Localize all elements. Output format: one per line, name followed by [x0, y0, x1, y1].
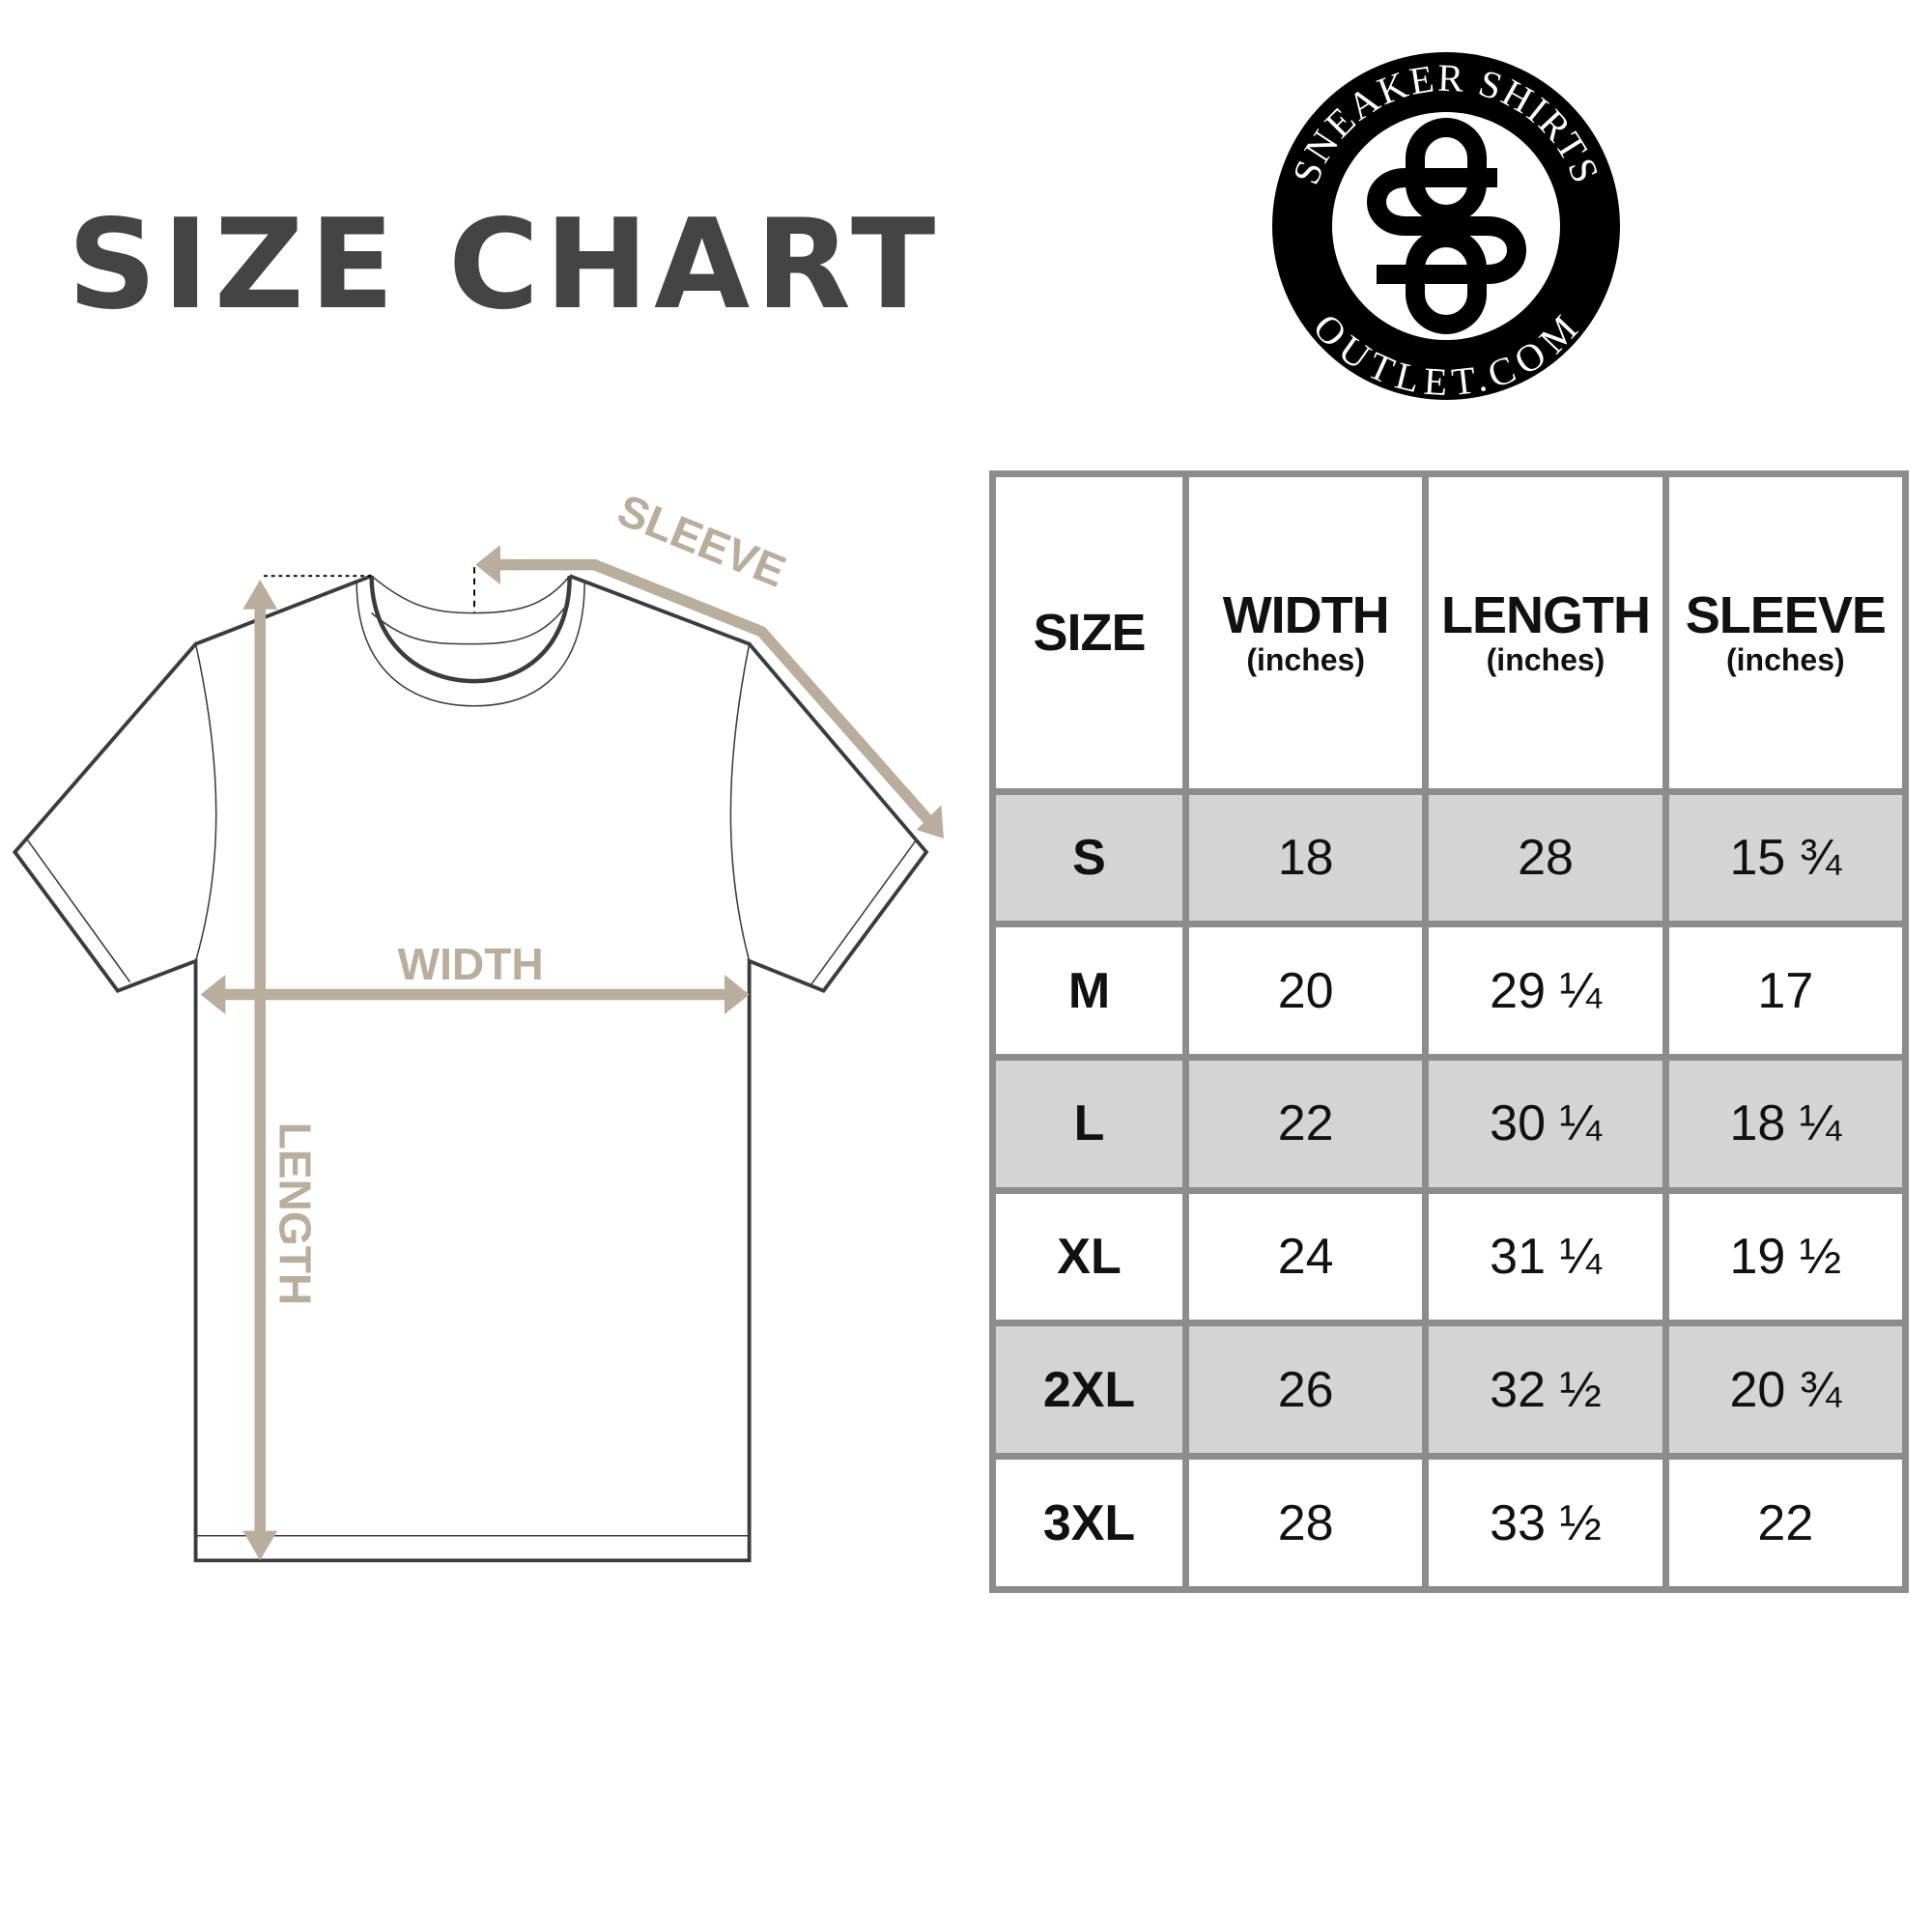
header-label: WIDTH	[1222, 585, 1390, 644]
length-arrow-head-top	[242, 580, 278, 610]
cell-size: 2XL	[996, 1326, 1182, 1454]
tshirt-outline	[12, 567, 929, 1563]
cell-length: 31 ¼	[1429, 1193, 1662, 1321]
table-row: 2XL 26 32 ½ 20 ¾	[996, 1326, 1902, 1454]
header-label: SIZE	[1033, 603, 1146, 662]
length-arrow-head-bottom	[242, 1530, 278, 1561]
table-row: XL 24 31 ¼ 19 ½	[996, 1193, 1902, 1321]
title-word-size: SIZE	[68, 193, 401, 337]
cell-sleeve: 17	[1668, 927, 1902, 1055]
cell-width: 20	[1189, 927, 1423, 1055]
cell-sleeve: 22	[1668, 1460, 1902, 1586]
measure-arrows	[200, 545, 944, 1561]
cell-sleeve: 20 ¾	[1668, 1326, 1902, 1454]
length-label: LENGTH	[270, 1122, 321, 1306]
table-row: L 22 30 ¼ 18 ¼	[996, 1061, 1902, 1187]
header-unit: (inches)	[1486, 641, 1605, 677]
cell-sleeve: 19 ½	[1668, 1193, 1902, 1321]
cell-length: 30 ¼	[1429, 1061, 1662, 1187]
width-arrow-head-left	[200, 974, 226, 1014]
cell-width: 26	[1189, 1326, 1423, 1454]
header-label: SLEEVE	[1685, 585, 1887, 644]
width-arrow-head-right	[724, 974, 750, 1014]
width-label: WIDTH	[398, 939, 544, 989]
cell-length: 33 ½	[1429, 1460, 1662, 1586]
size-table: SIZE WIDTH (inches) LENGTH (inches) SLEEVE…	[989, 470, 1909, 1593]
header-unit: (inches)	[1246, 641, 1365, 677]
cell-length: 29 ¼	[1429, 927, 1662, 1055]
table-header: SIZE WIDTH (inches) LENGTH (inches) SLEEVE…	[996, 477, 1902, 788]
header-length: LENGTH (inches)	[1429, 477, 1662, 788]
sleeve-arrow	[495, 558, 936, 828]
header-width: WIDTH (inches)	[1189, 477, 1423, 788]
cell-length: 28	[1429, 794, 1662, 922]
table-row: M 20 29 ¼ 17	[996, 927, 1902, 1055]
cell-width: 28	[1189, 1460, 1423, 1586]
cell-width: 22	[1189, 1061, 1423, 1187]
page-title: SIZE CHART	[68, 193, 989, 337]
sleeve-arrow-head-end	[916, 805, 944, 838]
cell-size: XL	[996, 1193, 1182, 1321]
table-row: S 18 28 15 ¾	[996, 794, 1902, 922]
cell-width: 24	[1189, 1193, 1423, 1321]
cell-size: S	[996, 794, 1182, 922]
header-size: SIZE	[996, 477, 1182, 788]
cell-length: 32 ½	[1429, 1326, 1662, 1454]
cell-sleeve: 15 ¾	[1668, 794, 1902, 922]
header-sleeve: SLEEVE (inches)	[1668, 477, 1902, 788]
brand-logo: SNEAKER SHIRTS OUTLET.COM	[1272, 52, 1620, 402]
title-word-chart: CHART	[448, 193, 942, 337]
header-unit: (inches)	[1725, 641, 1845, 677]
logo-monogram	[1367, 118, 1526, 334]
cell-size: M	[996, 927, 1182, 1055]
cell-size: 3XL	[996, 1460, 1182, 1586]
table-row: 3XL 28 33 ½ 22	[996, 1460, 1902, 1586]
sleeve-arrow-head-start	[475, 545, 500, 585]
cell-size: L	[996, 1061, 1182, 1187]
cell-width: 18	[1189, 794, 1423, 922]
cell-sleeve: 18 ¼	[1668, 1061, 1902, 1187]
header-label: LENGTH	[1440, 585, 1651, 644]
